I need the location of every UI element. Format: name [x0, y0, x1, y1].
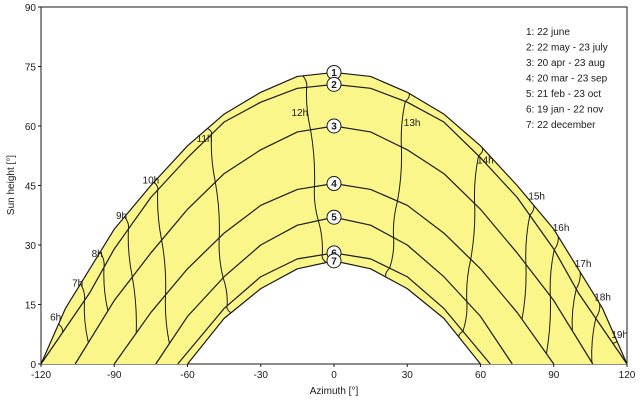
y-tick-label: 30 [25, 241, 37, 252]
hour-label: 14h [477, 156, 494, 167]
hour-curve [521, 205, 535, 320]
hour-curve [545, 236, 559, 354]
hour-label: 18h [594, 293, 611, 304]
y-tick-label: 0 [30, 360, 36, 371]
legend-entry: 5: 21 feb - 23 oct [526, 89, 601, 100]
y-tick-label: 15 [25, 301, 37, 312]
x-tick-label: 90 [548, 370, 560, 381]
x-tick-label: -90 [107, 370, 122, 381]
hour-label: 16h [553, 223, 570, 234]
x-axis-title: Azimuth [°] [310, 386, 359, 397]
x-tick-label: 120 [619, 370, 636, 381]
hour-labels: 6h 7h 8h 9h 10h 11h 12h 13h 14h 15h 16h 17h 18h 19h [50, 108, 628, 341]
legend-entry: 7: 22 december [526, 120, 596, 131]
date-marker-circle [326, 76, 342, 92]
date-marker-circle [326, 253, 342, 269]
date-marker-label: 7 [331, 256, 337, 267]
hour-label: 15h [528, 191, 545, 202]
legend-entry: 4: 20 mar - 23 sep [526, 74, 608, 85]
date-marker-circle [326, 176, 342, 192]
x-tick-label: -30 [254, 370, 269, 381]
date-marker-label: 3 [331, 122, 337, 133]
y-tick-label: 75 [25, 63, 37, 74]
date-markers: 1234567 [326, 64, 342, 269]
hour-label: 6h [50, 312, 61, 323]
date-marker-label: 5 [331, 213, 337, 224]
hour-label: 11h [197, 134, 213, 145]
date-marker-circle [326, 118, 342, 134]
x-tick-label: 60 [475, 370, 487, 381]
y-tick-label: 45 [25, 182, 37, 193]
x-tick-label: 30 [402, 370, 414, 381]
date-marker-label: 2 [331, 80, 337, 91]
hour-label: 13h [404, 118, 421, 129]
legend: 1: 22 june 2: 22 may - 23 july 3: 20 apr -… [526, 27, 608, 131]
x-tick-label: 0 [331, 370, 337, 381]
x-tick-label: -60 [180, 370, 195, 381]
date-marker-label: 4 [331, 179, 337, 190]
y-ticks: 0 15 30 45 60 75 90 [25, 3, 41, 371]
y-tick-label: 90 [25, 3, 37, 14]
y-axis-title: Sun height [°] [6, 155, 17, 215]
y-tick-label: 60 [25, 122, 37, 133]
legend-entry: 3: 20 apr - 23 aug [526, 58, 605, 69]
hour-label: 19h [611, 330, 628, 341]
date-marker-circle [326, 209, 342, 225]
legend-entry: 6: 19 jan - 22 nov [526, 105, 603, 116]
hour-label: 8h [92, 249, 103, 260]
x-ticks: -120 -90 -60 -30 0 30 60 90 120 [31, 364, 636, 381]
legend-entry: 2: 22 may - 23 july [526, 43, 608, 54]
hour-curve [124, 216, 137, 334]
hour-label: 9h [116, 211, 127, 222]
hour-label: 12h [291, 108, 308, 119]
hour-label: 7h [72, 279, 83, 290]
date-marker-label: 1 [331, 68, 337, 79]
hour-label: 10h [143, 176, 160, 187]
x-tick-label: -120 [31, 370, 51, 381]
hour-label: 17h [575, 259, 592, 270]
legend-entry: 1: 22 june [526, 27, 570, 38]
